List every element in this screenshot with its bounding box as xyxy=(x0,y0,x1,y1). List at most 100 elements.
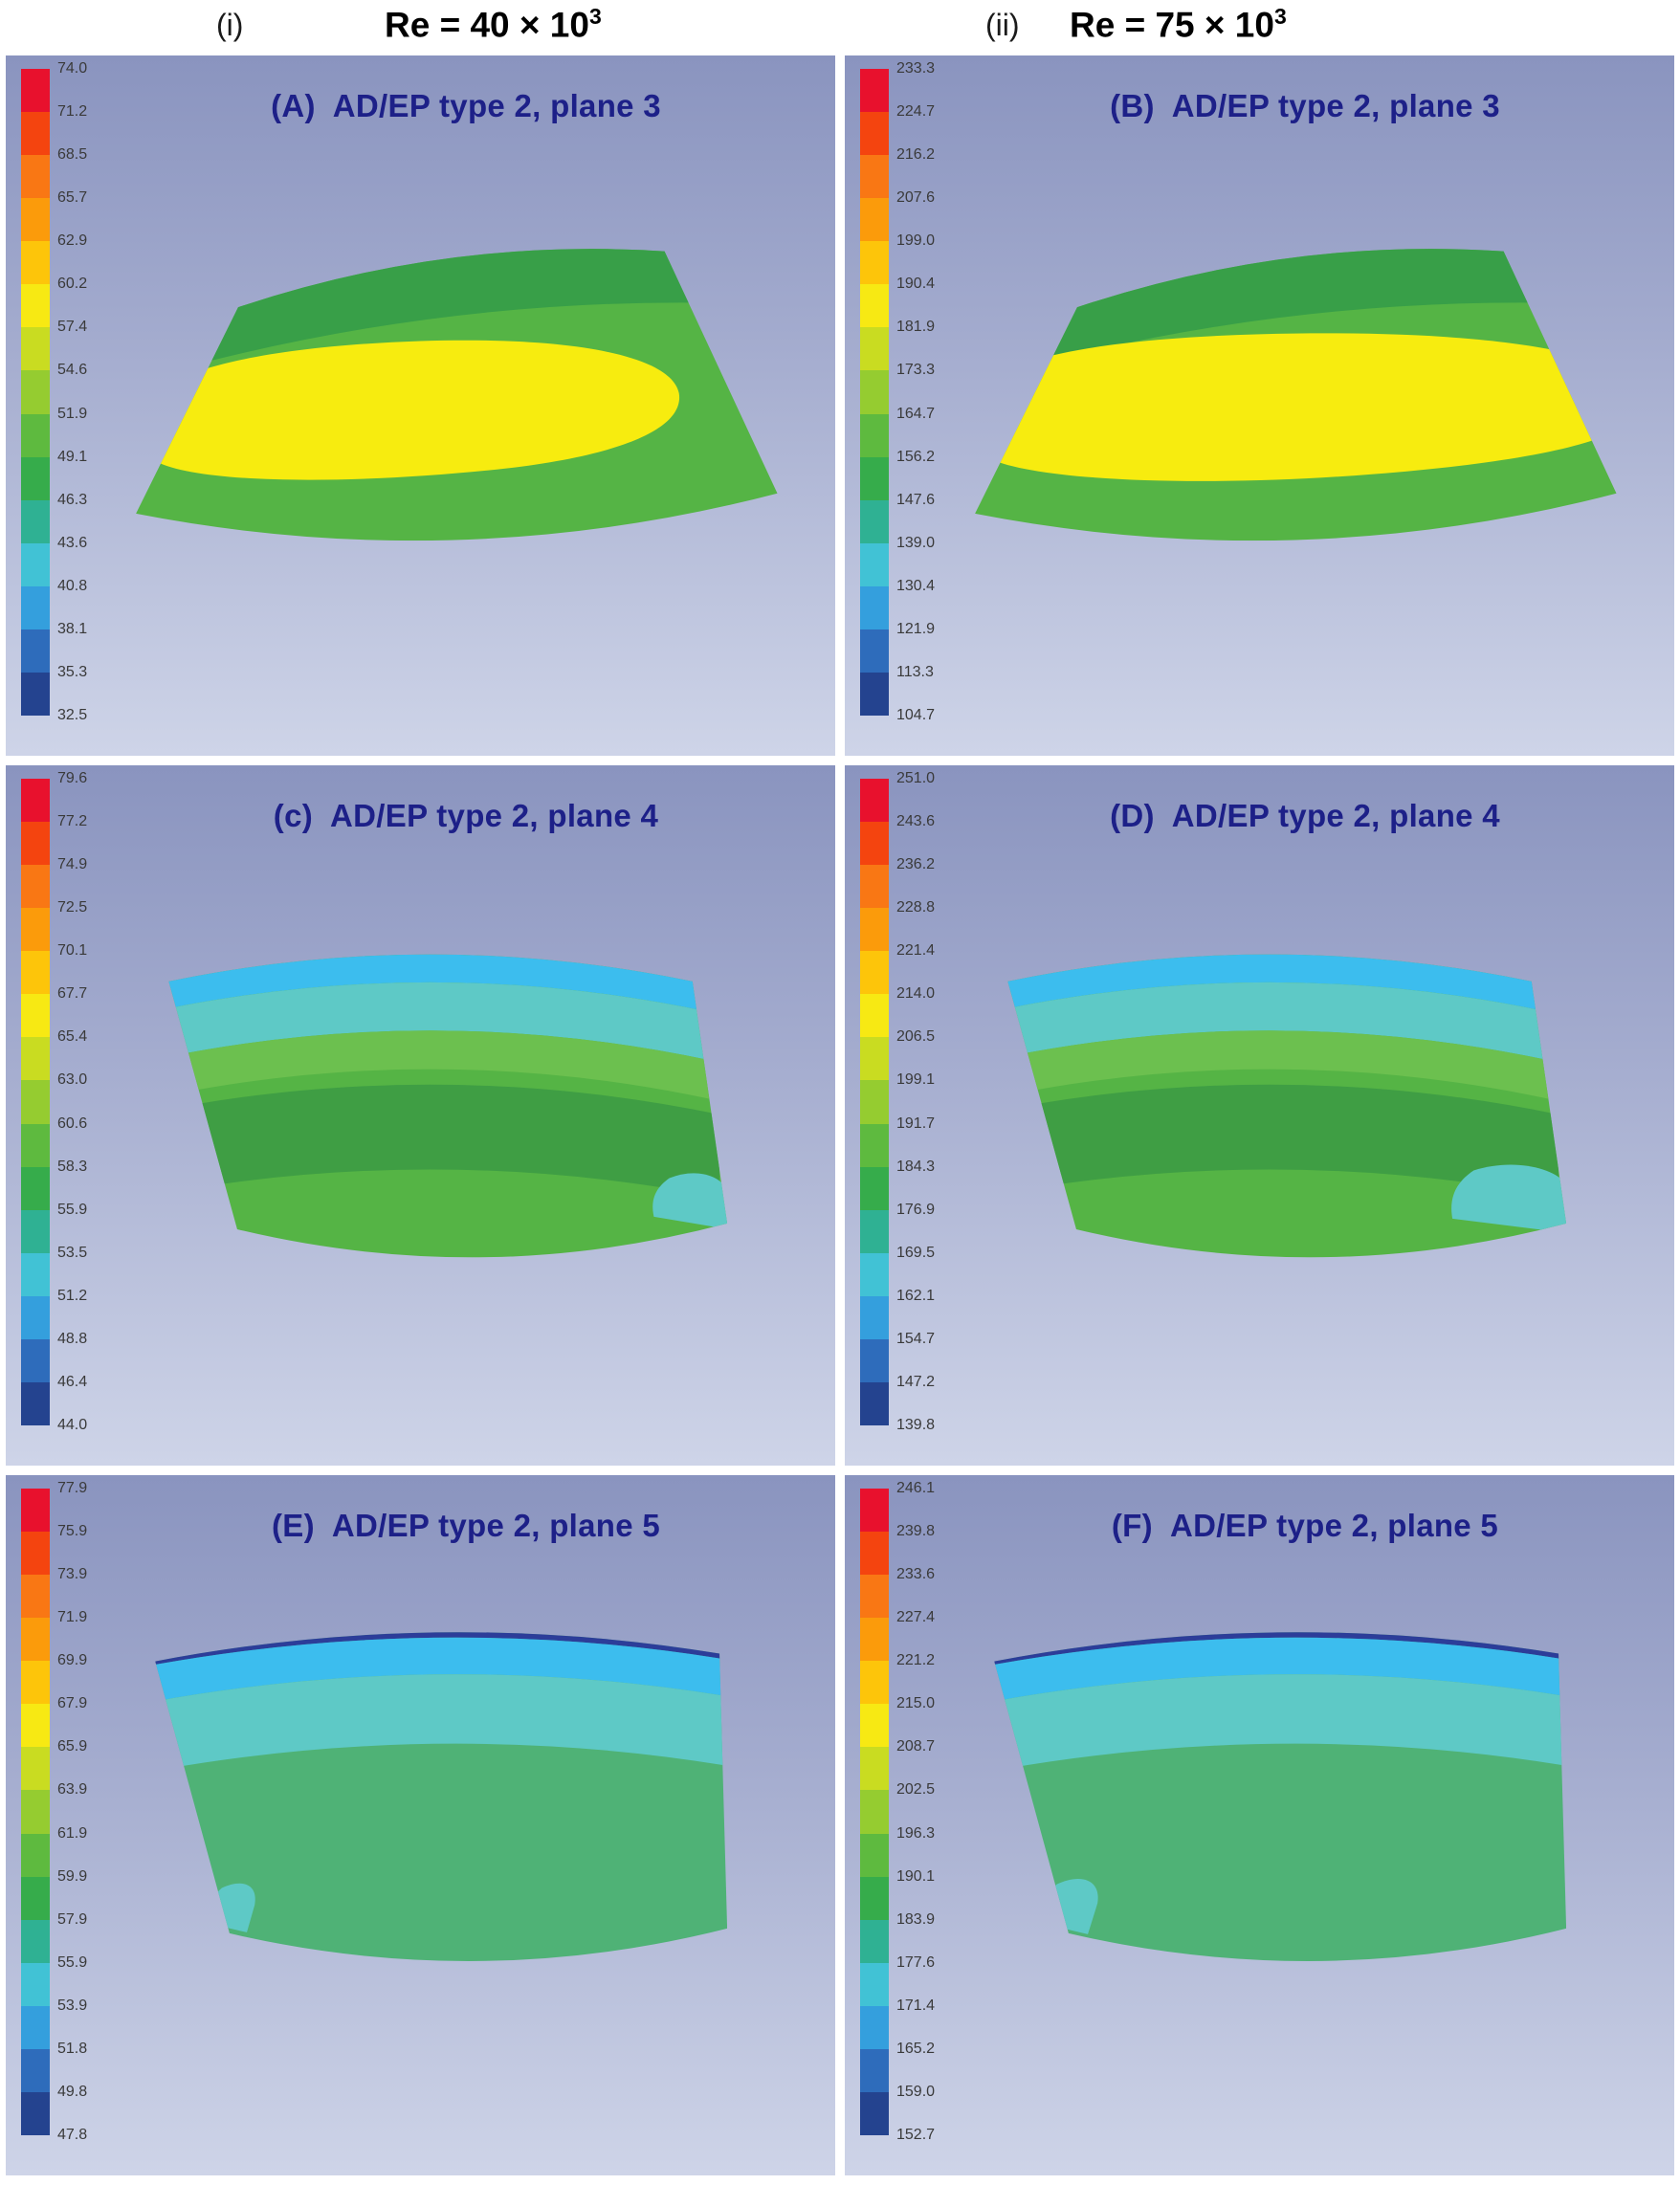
colorbar-tick: 71.9 xyxy=(57,1609,88,1626)
panel-title: (E) AD/EP type 2, plane 5 xyxy=(6,1508,835,1544)
colorbar-tick: 67.9 xyxy=(57,1695,88,1712)
colorbar-tick: 43.6 xyxy=(57,534,88,551)
colorbar-segment xyxy=(21,994,50,1038)
colorbar-tick: 156.2 xyxy=(896,448,936,465)
colorbar-segment xyxy=(21,1166,50,1210)
column-1-index: (i) xyxy=(216,8,244,42)
colorbar-tick: 236.2 xyxy=(896,856,936,873)
colorbar-segment xyxy=(860,155,889,199)
colorbar-segment xyxy=(21,69,50,113)
colorbar-segment xyxy=(21,1575,50,1619)
colorbar-tick: 69.9 xyxy=(57,1652,88,1669)
colorbar-tick: 246.1 xyxy=(896,1480,936,1496)
colorbar-tick: 53.5 xyxy=(57,1244,88,1261)
panel-title: (D) AD/EP type 2, plane 4 xyxy=(845,798,1674,834)
contour-dark-green-band xyxy=(1007,1084,1559,1198)
colorbar-strip xyxy=(860,1489,889,2135)
colorbar-tick: 63.0 xyxy=(57,1071,88,1089)
colorbar-segment xyxy=(21,155,50,199)
colorbar-tick: 207.6 xyxy=(896,189,936,207)
colorbar-tick: 177.6 xyxy=(896,1953,936,1971)
colorbar-segment xyxy=(860,1790,889,1834)
colorbar-tick: 228.8 xyxy=(896,899,936,916)
colorbar-segment xyxy=(860,69,889,113)
contour-corner-teal-patch xyxy=(652,1173,728,1230)
colorbar-tick: 162.1 xyxy=(896,1287,936,1304)
colorbar-tick: 62.9 xyxy=(57,232,88,250)
panel-grid: 74.0 71.2 68.5 65.7 62.9 60.2 57.4 54.6 51.9 49.1… xyxy=(0,55,1680,2175)
panel-B: 233.3 224.7 216.2 207.6 199.0 190.4 181.9 173.3… xyxy=(845,55,1674,756)
colorbar-tick: 74.9 xyxy=(57,856,88,873)
colorbar-segment xyxy=(860,1166,889,1210)
panel-title-text: AD/EP type 2, plane 5 xyxy=(331,1508,661,1543)
colorbar-tick: 159.0 xyxy=(896,2083,936,2100)
colorbar-segment xyxy=(860,284,889,328)
column-2-exponent: 3 xyxy=(1273,4,1287,29)
contour-corner-teal-patch xyxy=(1451,1164,1567,1235)
colorbar-tick: 199.1 xyxy=(896,1071,936,1089)
contour-plot-E xyxy=(155,1632,728,1961)
colorbar-segment xyxy=(860,1747,889,1791)
colorbar-segment xyxy=(860,327,889,371)
colorbar-tick: 49.8 xyxy=(57,2083,88,2100)
colorbar-segment xyxy=(21,1661,50,1705)
colorbar-tick: 32.5 xyxy=(57,707,88,723)
panel-c: 79.6 77.2 74.9 72.5 70.1 67.7 65.4 63.0 60.6 58.3… xyxy=(6,765,835,1466)
colorbar-segment xyxy=(860,908,889,952)
colorbar-segment xyxy=(21,908,50,952)
colorbar-segment xyxy=(21,413,50,457)
colorbar-segment xyxy=(860,1123,889,1167)
colorbar-tick: 206.5 xyxy=(896,1028,936,1046)
colorbar-segment xyxy=(21,1532,50,1576)
colorbar-segment xyxy=(21,1295,50,1339)
colorbar-segment xyxy=(21,1833,50,1877)
contour-corner-teal-patch xyxy=(1045,1878,1098,1934)
contour-light-green-band xyxy=(168,1030,720,1101)
colorbar-tick: 215.0 xyxy=(896,1695,936,1712)
colorbar-tick: 72.5 xyxy=(57,899,88,916)
colorbar-segment xyxy=(21,327,50,371)
contour-plot-D xyxy=(1007,954,1567,1258)
colorbar-tick: 169.5 xyxy=(896,1244,936,1261)
colorbar-tick: 199.0 xyxy=(896,232,936,250)
colorbar-tick: 190.1 xyxy=(896,1867,936,1885)
colorbar-segment xyxy=(860,822,889,866)
colorbar-segment xyxy=(21,629,50,673)
colorbar-tick: 60.2 xyxy=(57,276,88,293)
colorbar-tick: 104.7 xyxy=(896,707,936,723)
colorbar-tick: 214.0 xyxy=(896,985,936,1003)
panel-label: (A) xyxy=(271,88,316,123)
colorbar-tick: 68.5 xyxy=(57,146,88,164)
panel-title: (A) AD/EP type 2, plane 3 xyxy=(6,88,835,124)
contour-teal-band xyxy=(168,982,720,1063)
colorbar-tick: 54.6 xyxy=(57,362,88,379)
colorbar-segment xyxy=(860,629,889,673)
contour-yellow-region xyxy=(136,340,679,480)
colorbar-segment xyxy=(21,284,50,328)
colorbar-tick: 208.7 xyxy=(896,1738,936,1755)
panel-title: (B) AD/EP type 2, plane 3 xyxy=(845,88,1674,124)
colorbar-segment xyxy=(21,1919,50,1963)
colorbar-segment xyxy=(860,499,889,543)
colorbar-tick: 40.8 xyxy=(57,577,88,594)
colorbar-strip xyxy=(860,69,889,716)
colorbar-segment xyxy=(21,1704,50,1748)
panel-title: (F) AD/EP type 2, plane 5 xyxy=(845,1508,1674,1544)
colorbar-segment xyxy=(860,1704,889,1748)
colorbar-tick: 71.2 xyxy=(57,103,88,121)
colorbar-segment xyxy=(21,1338,50,1382)
panel-A: 74.0 71.2 68.5 65.7 62.9 60.2 57.4 54.6 51.9 49.1… xyxy=(6,55,835,756)
colorbar-tick: 216.2 xyxy=(896,146,936,164)
panel-label: (B) xyxy=(1110,88,1155,123)
colorbar-segment xyxy=(21,1037,50,1081)
contour-cyan-band xyxy=(994,1637,1567,1708)
colorbar-tick: 55.9 xyxy=(57,1953,88,1971)
panel-label: (D) xyxy=(1110,798,1155,833)
colorbar-labels: 246.1 239.8 233.6 227.4 221.2 215.0 208.7 202.5… xyxy=(896,1481,983,2143)
colorbar-segment xyxy=(860,1037,889,1081)
colorbar-segment xyxy=(860,672,889,716)
colorbar-segment xyxy=(860,1295,889,1339)
colorbar-tick: 196.3 xyxy=(896,1824,936,1842)
figure-header: (i) Re = 40 × 103 (ii) Re = 75 × 103 xyxy=(0,0,1680,55)
colorbar-segment xyxy=(860,370,889,414)
